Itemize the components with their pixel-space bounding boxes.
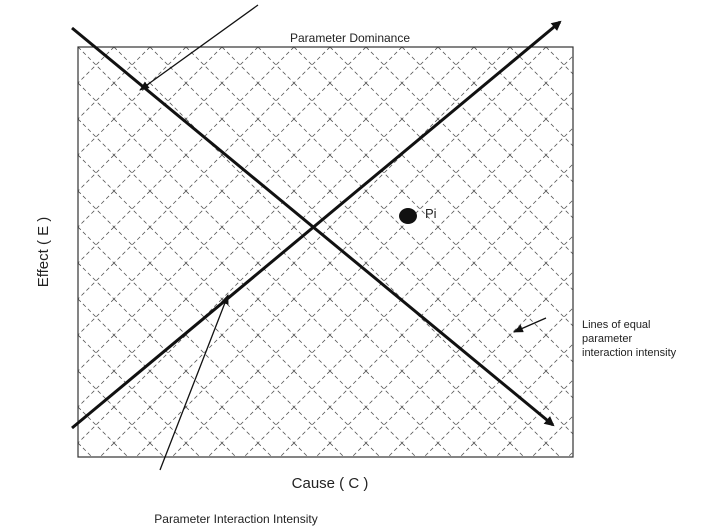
intensity-pointer — [159, 294, 229, 471]
equal-lines-pointer — [513, 317, 547, 333]
side-label-line: interaction intensity — [582, 347, 677, 359]
point-pi — [399, 208, 417, 224]
dominance-pointer — [139, 4, 259, 91]
side-label-line: parameter — [582, 333, 632, 345]
y-axis-label: Effect ( E ) — [35, 217, 52, 288]
field-box — [77, 46, 574, 458]
bottom-label: Parameter Interaction Intensity — [154, 512, 317, 526]
side-label-line: Lines of equal — [582, 319, 651, 331]
intensity-line — [71, 20, 562, 430]
title: Parameter Dominance — [290, 31, 410, 45]
point-label: Pi — [425, 206, 437, 221]
x-axis-label: Cause ( C ) — [292, 475, 369, 492]
